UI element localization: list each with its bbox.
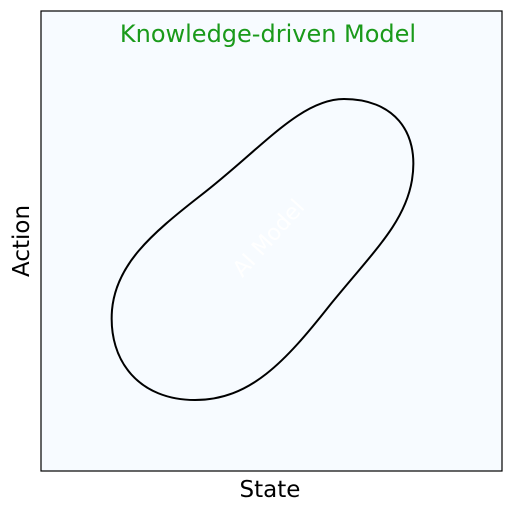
plot-frame (40, 10, 503, 472)
diagram-title: Knowledge-driven Model (120, 20, 416, 48)
y-axis-label: Action (9, 205, 35, 277)
x-axis-label: State (240, 477, 301, 503)
ai-model-contour (110, 97, 415, 402)
